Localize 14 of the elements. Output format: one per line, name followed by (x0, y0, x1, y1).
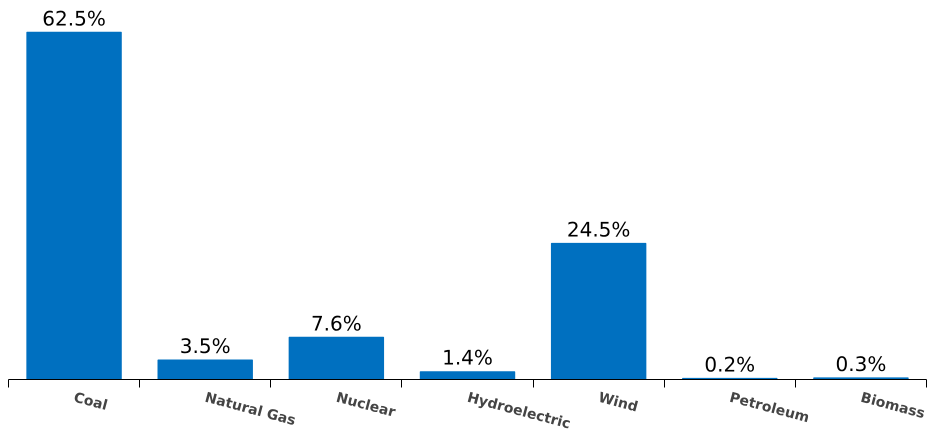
bar (26, 32, 122, 380)
bar (288, 336, 384, 380)
x-tick-label: Coal (72, 390, 110, 414)
x-tick-label: Wind (596, 390, 640, 416)
data-label: 7.6% (310, 311, 362, 336)
data-label: 0.3% (836, 352, 886, 376)
bar (158, 360, 253, 380)
data-label: 0.2% (704, 352, 756, 376)
data-label: 62.5% (42, 6, 106, 30)
data-label: 24.5% (566, 217, 630, 242)
bar (420, 371, 516, 380)
data-label: 1.4% (442, 346, 493, 370)
bar (550, 242, 646, 380)
data-label: 3.5% (180, 334, 231, 358)
